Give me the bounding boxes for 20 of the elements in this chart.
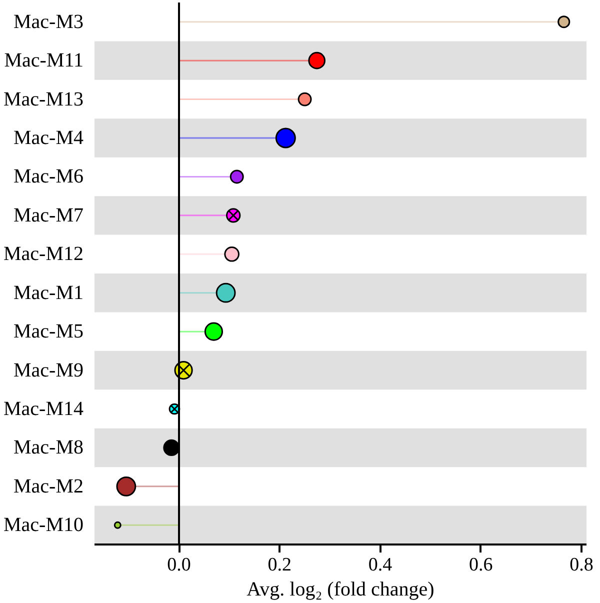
y-tick-label: Mac-M4	[14, 127, 84, 149]
y-tick-label: Mac-M2	[14, 475, 84, 498]
x-axis-title: Avg. log₂ (fold change)	[246, 578, 434, 600]
x-tick-label: 0.4	[368, 554, 393, 576]
y-tick-label: Mac-M1	[14, 282, 84, 304]
x-tick-label: 0.2	[268, 554, 292, 576]
y-tick-label: Mac-M8	[14, 436, 84, 459]
x-tick-label: 0.6	[468, 554, 493, 576]
x-tick-label: 0.8	[570, 554, 594, 576]
y-tick-label: Mac-M12	[4, 243, 84, 266]
y-tick-label: Mac-M5	[14, 320, 84, 343]
y-tick-label: Mac-M6	[14, 166, 84, 188]
y-tick-label: Mac-M13	[4, 88, 84, 110]
y-tick-label: Mac-M10	[4, 514, 84, 536]
y-tick-label: Mac-M9	[14, 359, 84, 382]
y-tick-label: Mac-M14	[4, 398, 84, 420]
x-tick-label: 0.0	[167, 554, 191, 576]
y-tick-label: Mac-M3	[14, 10, 84, 33]
y-tick-label: Mac-M11	[4, 50, 84, 72]
y-tick-label: Mac-M7	[14, 204, 84, 226]
